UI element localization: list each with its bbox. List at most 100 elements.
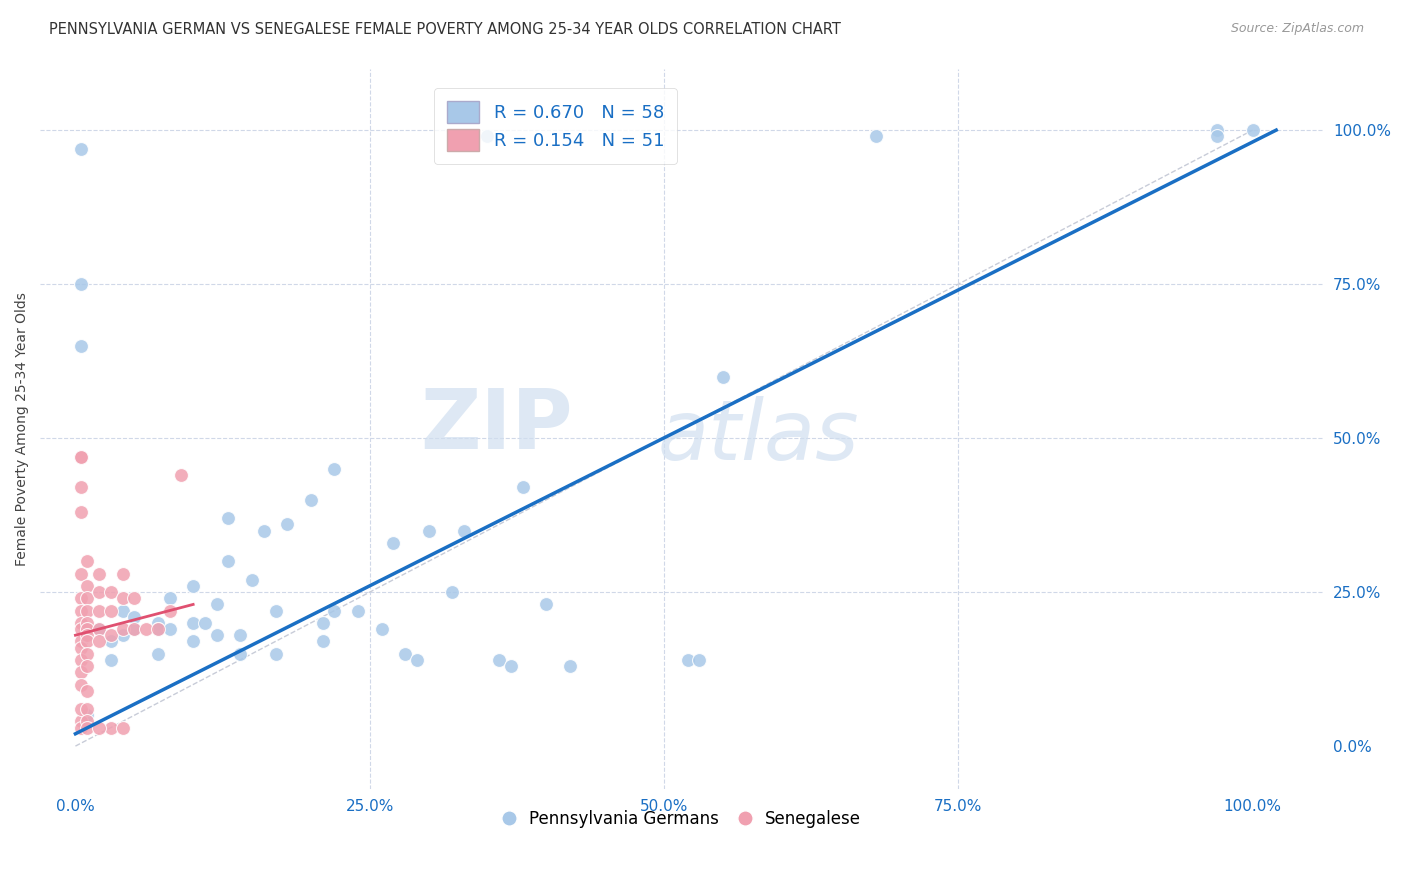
Point	[124, 609, 146, 624]
Point	[111, 591, 134, 606]
Point	[418, 524, 440, 538]
Point	[229, 628, 252, 642]
Point	[111, 628, 134, 642]
Point	[76, 622, 98, 636]
Point	[181, 579, 204, 593]
Point	[70, 640, 93, 655]
Point	[240, 573, 263, 587]
Point	[76, 628, 98, 642]
Point	[229, 647, 252, 661]
Point	[70, 702, 93, 716]
Point	[323, 604, 346, 618]
Point	[70, 339, 93, 353]
Point	[76, 579, 98, 593]
Point	[70, 665, 93, 680]
Point	[170, 468, 193, 483]
Point	[205, 598, 228, 612]
Point	[70, 480, 93, 494]
Point	[76, 591, 98, 606]
Legend: Pennsylvania Germans, Senegalese: Pennsylvania Germans, Senegalese	[495, 804, 868, 835]
Point	[70, 622, 93, 636]
Point	[488, 653, 510, 667]
Point	[111, 566, 134, 581]
Point	[135, 622, 157, 636]
Point	[477, 129, 499, 144]
Point	[111, 604, 134, 618]
Point	[124, 622, 146, 636]
Point	[146, 622, 169, 636]
Text: ZIP: ZIP	[420, 384, 572, 466]
Point	[111, 721, 134, 735]
Point	[536, 598, 558, 612]
Point	[76, 604, 98, 618]
Point	[87, 585, 110, 599]
Point	[276, 517, 298, 532]
Point	[70, 142, 93, 156]
Point	[405, 653, 427, 667]
Point	[87, 634, 110, 648]
Point	[100, 628, 122, 642]
Point	[311, 615, 333, 630]
Point	[146, 615, 169, 630]
Point	[512, 480, 534, 494]
Point	[70, 721, 93, 735]
Point	[1241, 123, 1264, 137]
Point	[76, 615, 98, 630]
Point	[217, 511, 239, 525]
Point	[394, 647, 416, 661]
Text: atlas: atlas	[658, 395, 859, 476]
Point	[70, 677, 93, 691]
Point	[100, 653, 122, 667]
Point	[865, 129, 887, 144]
Point	[124, 591, 146, 606]
Point	[76, 634, 98, 648]
Point	[70, 505, 93, 519]
Point	[100, 634, 122, 648]
Point	[676, 653, 699, 667]
Point	[87, 604, 110, 618]
Point	[76, 702, 98, 716]
Point	[382, 536, 405, 550]
Point	[100, 721, 122, 735]
Point	[370, 622, 392, 636]
Point	[159, 622, 181, 636]
Point	[159, 604, 181, 618]
Point	[181, 634, 204, 648]
Point	[70, 714, 93, 729]
Text: Source: ZipAtlas.com: Source: ZipAtlas.com	[1230, 22, 1364, 36]
Point	[146, 647, 169, 661]
Point	[76, 708, 98, 723]
Point	[70, 450, 93, 464]
Point	[70, 604, 93, 618]
Point	[87, 721, 110, 735]
Point	[299, 492, 322, 507]
Point	[76, 554, 98, 568]
Point	[264, 647, 287, 661]
Point	[1206, 129, 1229, 144]
Point	[264, 604, 287, 618]
Point	[217, 554, 239, 568]
Point	[76, 647, 98, 661]
Point	[70, 615, 93, 630]
Point	[323, 462, 346, 476]
Point	[70, 566, 93, 581]
Point	[70, 653, 93, 667]
Point	[70, 634, 93, 648]
Point	[100, 585, 122, 599]
Point	[688, 653, 710, 667]
Point	[87, 622, 110, 636]
Point	[347, 604, 370, 618]
Point	[111, 622, 134, 636]
Point	[711, 369, 734, 384]
Point	[146, 622, 169, 636]
Point	[558, 659, 581, 673]
Point	[1206, 123, 1229, 137]
Point	[499, 659, 522, 673]
Point	[70, 277, 93, 292]
Point	[70, 450, 93, 464]
Point	[76, 659, 98, 673]
Y-axis label: Female Poverty Among 25-34 Year Olds: Female Poverty Among 25-34 Year Olds	[15, 292, 30, 566]
Point	[453, 129, 475, 144]
Point	[87, 622, 110, 636]
Point	[159, 591, 181, 606]
